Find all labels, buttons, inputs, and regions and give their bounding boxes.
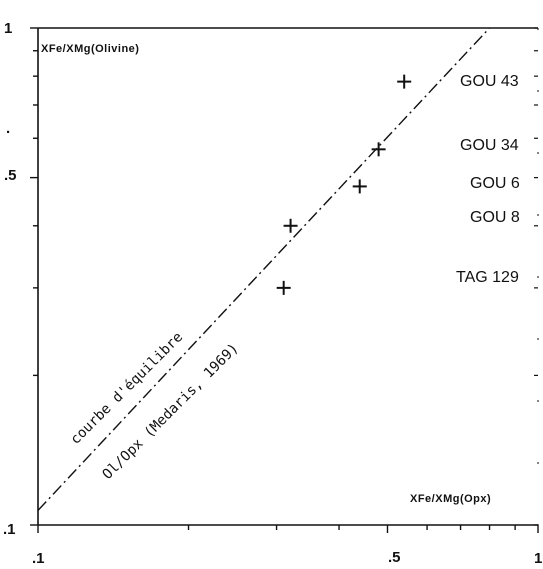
y-axis-label: XFe/XMg(Olivine) (41, 43, 139, 55)
axis-ticks (30, 27, 539, 533)
data-point (276, 280, 291, 295)
plot-frame (37, 27, 539, 526)
sample-label-gou43: GOU 43 (460, 73, 519, 90)
sample-label-gou34: GOU 34 (460, 137, 519, 154)
y-tick-label-1: 1 (4, 20, 12, 37)
y-tick-label-0.5: .5 (4, 167, 17, 184)
data-point (283, 218, 298, 233)
sample-label-tag129: TAG 129 (456, 269, 519, 286)
y-tick-label-0.1: .1 (3, 521, 16, 538)
data-point (352, 179, 367, 194)
data-point (397, 74, 412, 89)
curve-label-1: courbe d'équilibre (68, 329, 187, 448)
x-tick-label-0.1: .1 (32, 550, 45, 567)
x-axis-label: XFe/XMg(Opx) (410, 493, 491, 505)
stray-dot: . (6, 120, 10, 137)
sample-label-gou8: GOU 8 (470, 209, 520, 226)
data-points (276, 74, 412, 295)
curve-label-2: Ol/Opx (Medaris, 1969) (100, 340, 242, 482)
data-point (371, 142, 386, 157)
x-tick-label-1: 1 (534, 550, 542, 567)
x-tick-label-0.5: .5 (388, 549, 401, 566)
equilibrium-curve (37, 27, 491, 511)
sample-label-gou6: GOU 6 (470, 175, 520, 192)
